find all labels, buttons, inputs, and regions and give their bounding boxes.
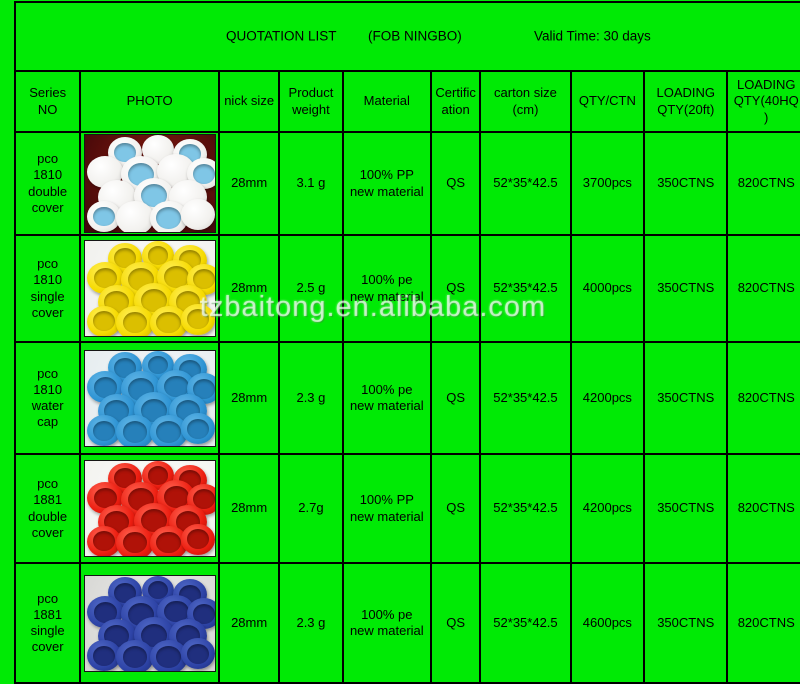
series-no-cell: pco 1810 double cover: [13, 131, 82, 236]
col-header-carton-size: carton size (cm): [479, 70, 572, 133]
nick-size-cell: 28mm: [217, 234, 281, 343]
series-no-cell: pco 1810 water cap: [13, 341, 82, 455]
col-header-material: Material: [341, 70, 433, 133]
loading-40hq-cell: 820CTNS: [726, 453, 800, 564]
loading-40hq-cell: 820CTNS: [726, 341, 800, 455]
valid-time-label: Valid Time: 30 days: [534, 28, 651, 44]
photo-cell: [79, 562, 220, 684]
fob-ningbo-label: (FOB NINGBO): [368, 28, 462, 44]
quotation-list-title: QUOTATION LIST: [226, 28, 337, 44]
nick-size-cell: 28mm: [217, 453, 281, 564]
title-row: QUOTATION LIST (FOB NINGBO) Valid Time: …: [14, 1, 800, 72]
table-row: pco 1810 single cover 28mm 2.5 g 100% pe…: [13, 234, 800, 343]
carton-size-cell: 52*35*42.5: [479, 131, 572, 236]
title-bar: QUOTATION LIST (FOB NINGBO) Valid Time: …: [14, 1, 800, 72]
col-header-qty-ctn: QTY/CTN: [569, 70, 646, 133]
carton-size-cell: 52*35*42.5: [479, 562, 572, 684]
col-header-series-no: Series NO: [13, 70, 82, 133]
header-row: Series NO PHOTO nick size Product weight…: [13, 70, 800, 133]
loading-40hq-cell: 820CTNS: [726, 131, 800, 236]
weight-cell: 2.3 g: [278, 341, 344, 455]
nick-size-cell: 28mm: [217, 562, 281, 684]
certification-cell: QS: [430, 453, 482, 564]
weight-cell: 3.1 g: [278, 131, 344, 236]
product-photo: [83, 349, 216, 447]
material-cell: 100% PP new material: [341, 453, 433, 564]
photo-cell: [79, 131, 220, 236]
product-photo: [83, 574, 216, 672]
certification-cell: QS: [430, 562, 482, 684]
series-no-cell: pco 1810 single cover: [13, 234, 82, 343]
col-header-nick-size: nick size: [217, 70, 281, 133]
table-row: pco 1881 double cover 28mm 2.7g 100% PP …: [13, 453, 800, 564]
product-photo: [83, 240, 216, 337]
qty-ctn-cell: 3700pcs: [569, 131, 646, 236]
weight-cell: 2.3 g: [278, 562, 344, 684]
quotation-table: QUOTATION LIST (FOB NINGBO) Valid Time: …: [13, 1, 800, 684]
certification-cell: QS: [430, 131, 482, 236]
carton-size-cell: 52*35*42.5: [479, 453, 572, 564]
material-cell: 100% pe new material: [341, 562, 433, 684]
qty-ctn-cell: 4200pcs: [569, 453, 646, 564]
loading-20ft-cell: 350CTNS: [643, 234, 729, 343]
series-no-cell: pco 1881 double cover: [13, 453, 82, 564]
table-row: pco 1810 water cap 28mm 2.3 g 100% pe ne…: [13, 341, 800, 455]
weight-cell: 2.5 g: [278, 234, 344, 343]
table-row: pco 1810 double cover 28mm 3.1 g 100% PP…: [13, 131, 800, 236]
nick-size-cell: 28mm: [217, 131, 281, 236]
table-row: pco 1881 single cover 28mm 2.3 g 100% pe…: [13, 562, 800, 684]
carton-size-cell: 52*35*42.5: [479, 341, 572, 455]
qty-ctn-cell: 4200pcs: [569, 341, 646, 455]
carton-size-cell: 52*35*42.5: [479, 234, 572, 343]
loading-20ft-cell: 350CTNS: [643, 131, 729, 236]
qty-ctn-cell: 4600pcs: [569, 562, 646, 684]
col-header-loading-40hq: LOADING QTY(40HQ ): [726, 70, 800, 133]
photo-cell: [79, 234, 220, 343]
col-header-loading-20ft: LOADING QTY(20ft): [643, 70, 729, 133]
product-photo: [83, 460, 216, 557]
photo-cell: [79, 453, 220, 564]
material-cell: 100% pe new material: [341, 341, 433, 455]
photo-cell: [79, 341, 220, 455]
product-photo: [83, 134, 216, 233]
material-cell: 100% pe new material: [341, 234, 433, 343]
loading-20ft-cell: 350CTNS: [643, 341, 729, 455]
loading-40hq-cell: 820CTNS: [726, 562, 800, 684]
certification-cell: QS: [430, 234, 482, 343]
col-header-photo: PHOTO: [79, 70, 220, 133]
loading-20ft-cell: 350CTNS: [643, 562, 729, 684]
col-header-certification: Certific ation: [430, 70, 482, 133]
qty-ctn-cell: 4000pcs: [569, 234, 646, 343]
series-no-cell: pco 1881 single cover: [13, 562, 82, 684]
loading-40hq-cell: 820CTNS: [726, 234, 800, 343]
certification-cell: QS: [430, 341, 482, 455]
nick-size-cell: 28mm: [217, 341, 281, 455]
col-header-product-weight: Product weight: [278, 70, 344, 133]
loading-20ft-cell: 350CTNS: [643, 453, 729, 564]
material-cell: 100% PP new material: [341, 131, 433, 236]
weight-cell: 2.7g: [278, 453, 344, 564]
